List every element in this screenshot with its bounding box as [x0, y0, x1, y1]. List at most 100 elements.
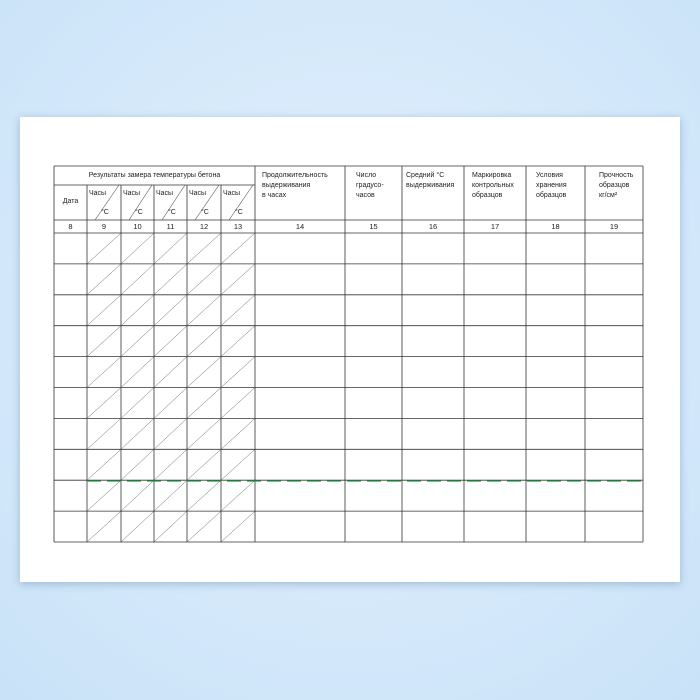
marking-header: Маркировка контрольных образцов	[472, 171, 526, 201]
diagonal-line	[86, 294, 122, 326]
column-number: 17	[490, 222, 500, 231]
diagonal-line	[153, 480, 188, 512]
diagonal-line	[220, 418, 256, 450]
diagonal-line	[220, 294, 256, 326]
diagonal-line	[220, 510, 256, 543]
diagonal-line	[120, 449, 155, 481]
degree-hours-header: Число градусо- часов	[356, 171, 401, 201]
storage-header: Условия хранения образцов	[536, 171, 585, 201]
diagonal-line	[120, 356, 155, 388]
diagonal-line	[86, 418, 122, 450]
diagonal-line	[220, 449, 256, 481]
diagonal-line	[86, 480, 122, 512]
column-number: 14	[295, 222, 305, 231]
column-number: 13	[233, 222, 243, 231]
diagonal-line	[86, 232, 122, 265]
diagonal-line	[128, 184, 153, 221]
duration-header: Продолжительность выдерживания в часах	[262, 171, 344, 201]
storage-line: хранения	[536, 182, 567, 189]
strength-line: Прочность	[599, 172, 634, 179]
diagonal-line	[153, 356, 188, 388]
diagonal-line	[94, 184, 120, 221]
diagonal-line	[120, 510, 155, 543]
diagonal-line	[220, 263, 256, 295]
diagonal-line	[86, 449, 122, 481]
diagonal-line	[186, 356, 222, 388]
duration-line: в часах	[262, 192, 287, 199]
degree-hours-line: Число	[356, 172, 377, 179]
hours-label: Часы	[223, 190, 241, 197]
avg-temp-header: Средний °C выдерживания	[406, 171, 464, 191]
diagonal-line	[220, 387, 256, 419]
column-number: 11	[166, 222, 175, 231]
diagonal-line	[186, 232, 222, 265]
hours-label: Часы	[189, 190, 207, 197]
diagonal-line	[153, 387, 188, 419]
diagonal-line	[120, 325, 155, 357]
column-number: 19	[609, 222, 619, 231]
storage-line: Условия	[536, 172, 563, 179]
degrees-label: °C	[135, 209, 143, 216]
strength-header: Прочность образцов кг/см²	[599, 171, 643, 201]
diagonal-line	[153, 510, 188, 543]
diagonal-line	[186, 325, 222, 357]
degrees-label: °C	[168, 209, 176, 216]
diagonal-line	[86, 325, 122, 357]
diagonal-line	[220, 480, 256, 512]
degrees-label: °C	[101, 209, 109, 216]
diagonal-line	[120, 418, 155, 450]
diagonal-line	[228, 184, 254, 221]
diagonal-line	[186, 510, 222, 543]
diagonal-line	[120, 263, 155, 295]
diagonal-line	[186, 449, 222, 481]
date-header: Дата	[62, 198, 79, 205]
diagonal-line	[153, 263, 188, 295]
diagonal-line	[153, 294, 188, 326]
marking-line: образцов	[472, 192, 503, 199]
diagonal-line	[220, 356, 256, 388]
group-title: Результаты замера температуры бетона	[88, 172, 221, 179]
diagonal-line	[153, 449, 188, 481]
storage-line: образцов	[536, 192, 567, 199]
marking-line: контрольных	[472, 182, 514, 189]
strength-line: кг/см²	[599, 192, 618, 199]
diagonal-line	[120, 480, 155, 512]
diagonal-line	[86, 263, 122, 295]
diagonal-line	[186, 263, 222, 295]
avg-temp-line: выдерживания	[406, 182, 455, 189]
degrees-label: °C	[235, 209, 243, 216]
degrees-label: °C	[201, 209, 209, 216]
column-number: 10	[133, 222, 142, 231]
degree-hours-line: градусо-	[356, 182, 384, 189]
diagonal-line	[120, 387, 155, 419]
duration-line: Продолжительность	[262, 172, 328, 179]
diagonal-line	[161, 184, 186, 221]
hours-label: Часы	[156, 190, 174, 197]
marking-line: Маркировка	[472, 172, 512, 179]
diagonal-line	[186, 418, 222, 450]
column-number: 18	[551, 222, 560, 231]
diagonal-line	[153, 325, 188, 357]
diagonal-line	[220, 325, 256, 357]
paper-sheet	[20, 117, 680, 582]
diagonal-line	[153, 232, 188, 265]
hours-label: Часы	[89, 190, 107, 197]
column-number: 15	[369, 222, 378, 231]
column-number: 8	[68, 222, 73, 231]
diagonal-line	[86, 356, 122, 388]
column-number: 9	[101, 222, 107, 231]
diagonal-line	[186, 480, 222, 512]
diagonal-line	[194, 184, 220, 221]
diagonal-line	[186, 294, 222, 326]
diagonal-line	[120, 232, 155, 265]
hours-label: Часы	[123, 190, 141, 197]
diagonal-line	[86, 387, 122, 419]
column-number: 12	[199, 222, 209, 231]
strength-line: образцов	[599, 182, 630, 189]
degree-hours-line: часов	[356, 192, 375, 199]
diagonal-line	[186, 387, 222, 419]
diagonal-line	[120, 294, 155, 326]
diagonal-line	[153, 418, 188, 450]
diagonal-line	[220, 232, 256, 265]
